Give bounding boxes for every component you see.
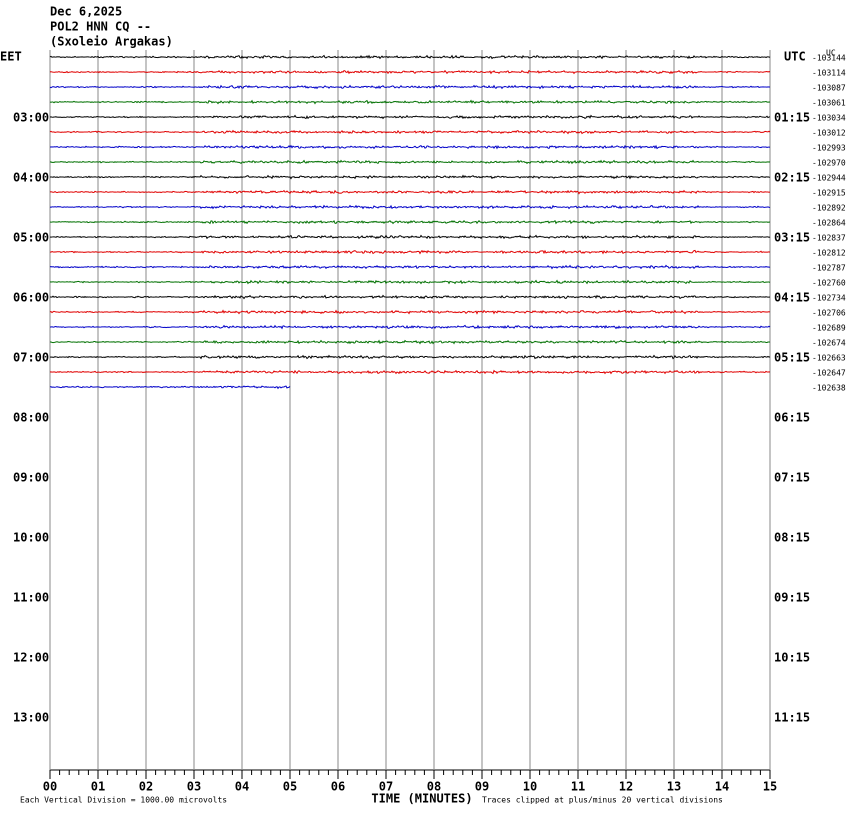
trace-offset: -102812 bbox=[812, 249, 846, 258]
x-tick-label: 08 bbox=[427, 780, 441, 794]
x-tick-label: 15 bbox=[763, 780, 777, 794]
left-hour: 07:00 bbox=[13, 351, 49, 365]
trace-offset: -103114 bbox=[812, 69, 846, 78]
trace-offset: -102734 bbox=[812, 294, 846, 303]
left-hour: 12:00 bbox=[13, 651, 49, 665]
right-hour: 09:15 bbox=[774, 591, 810, 605]
trace bbox=[49, 204, 771, 210]
left-hour: 04:00 bbox=[13, 171, 49, 185]
left-zone: EET bbox=[0, 50, 22, 64]
trace-offset: -102638 bbox=[812, 384, 846, 393]
trace bbox=[49, 174, 771, 180]
trace-offset: -102787 bbox=[812, 264, 846, 273]
left-hour: 05:00 bbox=[13, 231, 49, 245]
trace bbox=[49, 159, 771, 165]
x-tick-label: 00 bbox=[43, 780, 57, 794]
trace bbox=[49, 354, 771, 360]
left-hour: 13:00 bbox=[13, 711, 49, 725]
x-tick-label: 04 bbox=[235, 780, 249, 794]
right-hour: 05:15 bbox=[774, 351, 810, 365]
x-axis-label: TIME (MINUTES) bbox=[371, 792, 472, 806]
trace-offset: -102689 bbox=[812, 324, 846, 333]
x-tick-label: 09 bbox=[475, 780, 489, 794]
corner-label: UC bbox=[826, 49, 836, 58]
x-tick-label: 10 bbox=[523, 780, 537, 794]
right-hour: 04:15 bbox=[774, 291, 810, 305]
trace bbox=[49, 219, 771, 225]
trace bbox=[49, 324, 771, 330]
trace-offset: -102663 bbox=[812, 354, 846, 363]
trace-offset: -102993 bbox=[812, 144, 846, 153]
x-tick-label: 03 bbox=[187, 780, 201, 794]
trace bbox=[49, 54, 771, 60]
trace-offset: -103012 bbox=[812, 129, 846, 138]
x-tick-label: 14 bbox=[715, 780, 729, 794]
x-tick-label: 06 bbox=[331, 780, 345, 794]
trace bbox=[50, 294, 771, 300]
trace-offset: -103144 bbox=[812, 54, 846, 63]
x-tick-label: 11 bbox=[571, 780, 585, 794]
scale-note: Each Vertical Division = 1000.00 microvo… bbox=[20, 796, 227, 805]
trace bbox=[49, 385, 291, 390]
title-line: Dec 6,2025 bbox=[50, 5, 122, 19]
trace-offset: -102674 bbox=[812, 339, 846, 348]
left-hour: 11:00 bbox=[13, 591, 49, 605]
title-line: POL2 HNN CQ -- bbox=[50, 20, 151, 34]
right-hour: 10:15 bbox=[774, 651, 810, 665]
trace bbox=[49, 129, 771, 135]
x-tick-label: 01 bbox=[91, 780, 105, 794]
trace bbox=[49, 84, 771, 90]
x-tick-label: 07 bbox=[379, 780, 393, 794]
trace-offset: -103087 bbox=[812, 84, 846, 93]
right-hour: 01:15 bbox=[774, 111, 810, 125]
x-tick-label: 05 bbox=[283, 780, 297, 794]
trace bbox=[49, 114, 771, 120]
trace-offset: -102647 bbox=[812, 369, 846, 378]
trace-offset: -102892 bbox=[812, 204, 846, 213]
trace bbox=[49, 279, 771, 285]
left-hour: 03:00 bbox=[13, 111, 49, 125]
trace bbox=[49, 234, 771, 240]
left-hour: 09:00 bbox=[13, 471, 49, 485]
trace bbox=[49, 339, 771, 345]
right-hour: 06:15 bbox=[774, 411, 810, 425]
trace-offset: -103061 bbox=[812, 99, 846, 108]
trace bbox=[49, 144, 771, 150]
clip-note: Traces clipped at plus/minus 20 vertical… bbox=[482, 796, 723, 805]
trace-offset: -102760 bbox=[812, 279, 846, 288]
left-hour: 08:00 bbox=[13, 411, 49, 425]
title-line: (Sxoleio Argakas) bbox=[50, 35, 173, 49]
right-hour: 08:15 bbox=[774, 531, 810, 545]
trace bbox=[49, 69, 771, 75]
right-hour: 03:15 bbox=[774, 231, 810, 245]
right-zone: UTC bbox=[784, 50, 806, 64]
trace-offset: -103034 bbox=[812, 114, 846, 123]
trace bbox=[49, 264, 771, 270]
trace bbox=[49, 189, 771, 195]
trace-offset: -102864 bbox=[812, 219, 846, 228]
trace-offset: -102944 bbox=[812, 174, 846, 183]
trace bbox=[49, 99, 771, 105]
right-hour: 11:15 bbox=[774, 711, 810, 725]
trace-offset: -102970 bbox=[812, 159, 846, 168]
x-tick-label: 12 bbox=[619, 780, 633, 794]
trace bbox=[49, 369, 771, 375]
left-hour: 06:00 bbox=[13, 291, 49, 305]
trace-offset: -102915 bbox=[812, 189, 846, 198]
left-hour: 10:00 bbox=[13, 531, 49, 545]
x-tick-label: 02 bbox=[139, 780, 153, 794]
trace bbox=[49, 249, 771, 255]
right-hour: 07:15 bbox=[774, 471, 810, 485]
trace-offset: -102837 bbox=[812, 234, 846, 243]
trace bbox=[49, 309, 771, 315]
trace-offset: -102706 bbox=[812, 309, 846, 318]
x-tick-label: 13 bbox=[667, 780, 681, 794]
right-hour: 02:15 bbox=[774, 171, 810, 185]
